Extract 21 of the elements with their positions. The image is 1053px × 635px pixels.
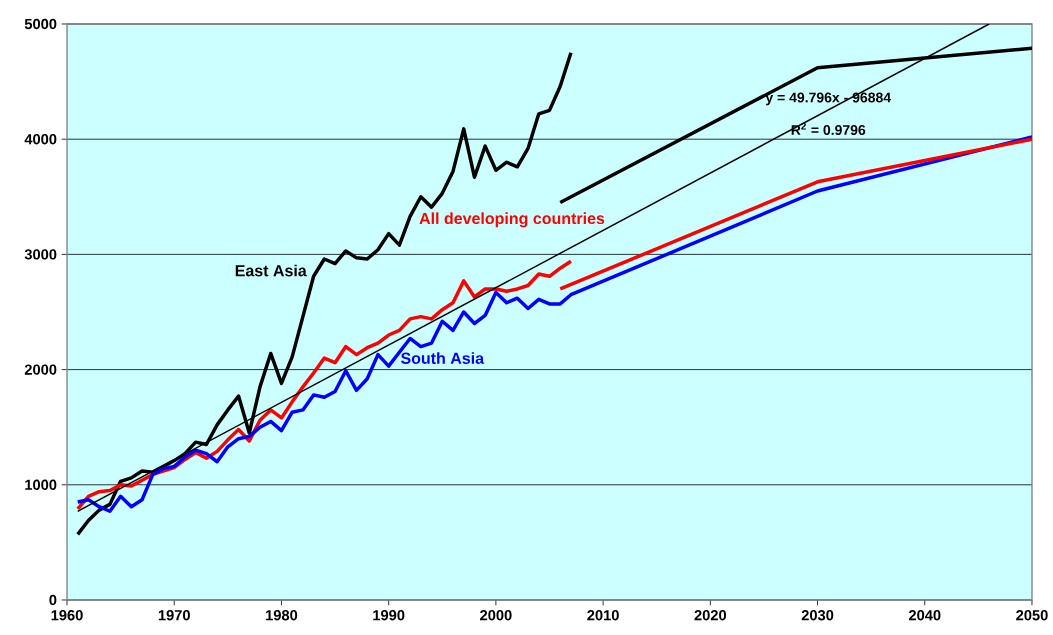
series-label: East Asia <box>235 264 307 277</box>
x-tick-label: 1970 <box>158 610 190 621</box>
x-tick-label: 2010 <box>587 610 619 621</box>
x-tick-label: 1990 <box>373 610 405 621</box>
x-tick-label: 2030 <box>801 610 834 621</box>
x-tick-label: 2000 <box>480 610 512 621</box>
x-tick-label: 2050 <box>1016 610 1048 621</box>
y-tick-label: 4000 <box>24 134 57 145</box>
y-tick-label: 0 <box>49 594 57 606</box>
annotation: y = 49.796x - 96884 <box>765 92 892 106</box>
x-tick-label: 2040 <box>908 610 941 621</box>
x-tick-label: 1980 <box>266 610 298 621</box>
x-tick-label: 1960 <box>51 610 83 621</box>
x-tick-label: 2020 <box>694 610 727 621</box>
y-tick-label: 3000 <box>24 249 57 260</box>
y-tick-label: 1000 <box>25 479 57 490</box>
y-tick-label: 2000 <box>24 364 57 375</box>
line-series <box>75 135 1032 514</box>
series-label: South Asia <box>400 352 485 364</box>
y-tick-label: 5000 <box>24 18 57 30</box>
text: All developing countries <box>419 212 605 228</box>
